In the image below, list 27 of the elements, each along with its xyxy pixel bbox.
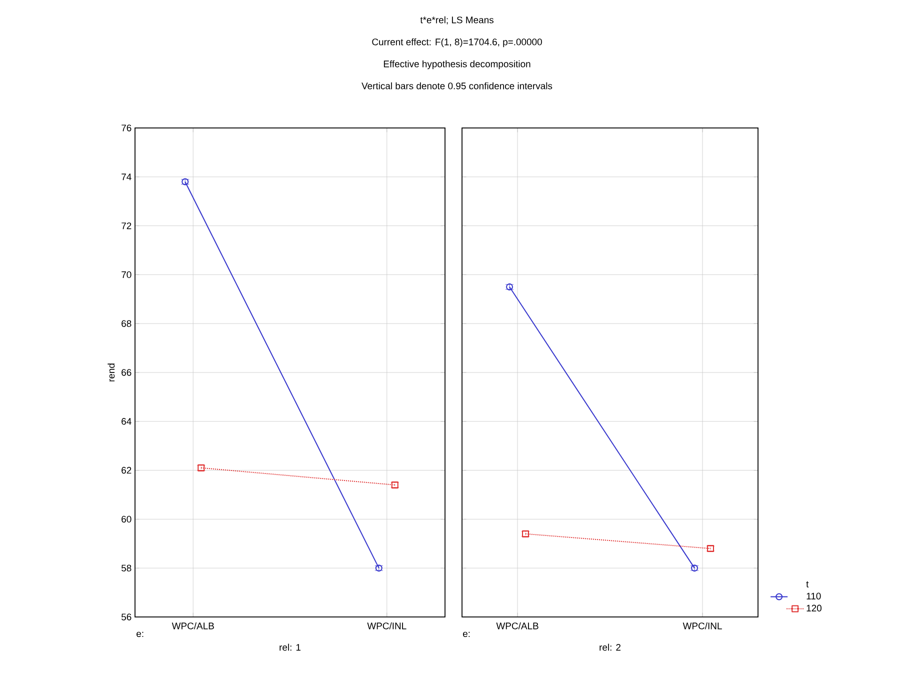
legend-label: 120 bbox=[806, 604, 822, 612]
y-tick-label: 58 bbox=[122, 564, 132, 572]
legend-label: 110 bbox=[806, 592, 821, 600]
y-tick-label: 72 bbox=[122, 222, 132, 230]
y-tick-label: 64 bbox=[122, 418, 132, 425]
chart-title: t*e*rel; LS Means bbox=[420, 16, 494, 24]
x-axis-title: rel: 1 bbox=[280, 644, 300, 651]
legend-title: t bbox=[806, 581, 809, 588]
y-tick-label: 76 bbox=[122, 124, 132, 132]
y-tick-label: 62 bbox=[122, 466, 132, 474]
text: Vertical bars denote 0.95 confidence intervals bbox=[362, 82, 552, 90]
x-axis-title: rel: 2 bbox=[600, 644, 620, 651]
y-tick-label: 68 bbox=[122, 320, 132, 327]
text: e: bbox=[136, 632, 144, 638]
y-tick-label: 60 bbox=[122, 516, 132, 523]
x-tick-label: WPC/ALB bbox=[496, 622, 538, 630]
x-tick-label: WPC/ALB bbox=[172, 622, 214, 630]
y-tick-label: 56 bbox=[122, 614, 132, 620]
text: Effective hypothesis decomposition bbox=[384, 60, 530, 70]
y-axis-title: rend bbox=[108, 364, 115, 382]
text: e: bbox=[463, 632, 470, 638]
x-tick-label: WPC/INL bbox=[367, 622, 406, 630]
chart-subtitle: Current effect: F(1, 8)=1704.6, p=.00000 bbox=[372, 38, 542, 48]
y-tick-label: 70 bbox=[122, 271, 132, 278]
y-tick-label: 66 bbox=[122, 369, 132, 376]
y-tick-label: 74 bbox=[122, 174, 132, 180]
x-tick-label: WPC/INL bbox=[682, 622, 722, 630]
